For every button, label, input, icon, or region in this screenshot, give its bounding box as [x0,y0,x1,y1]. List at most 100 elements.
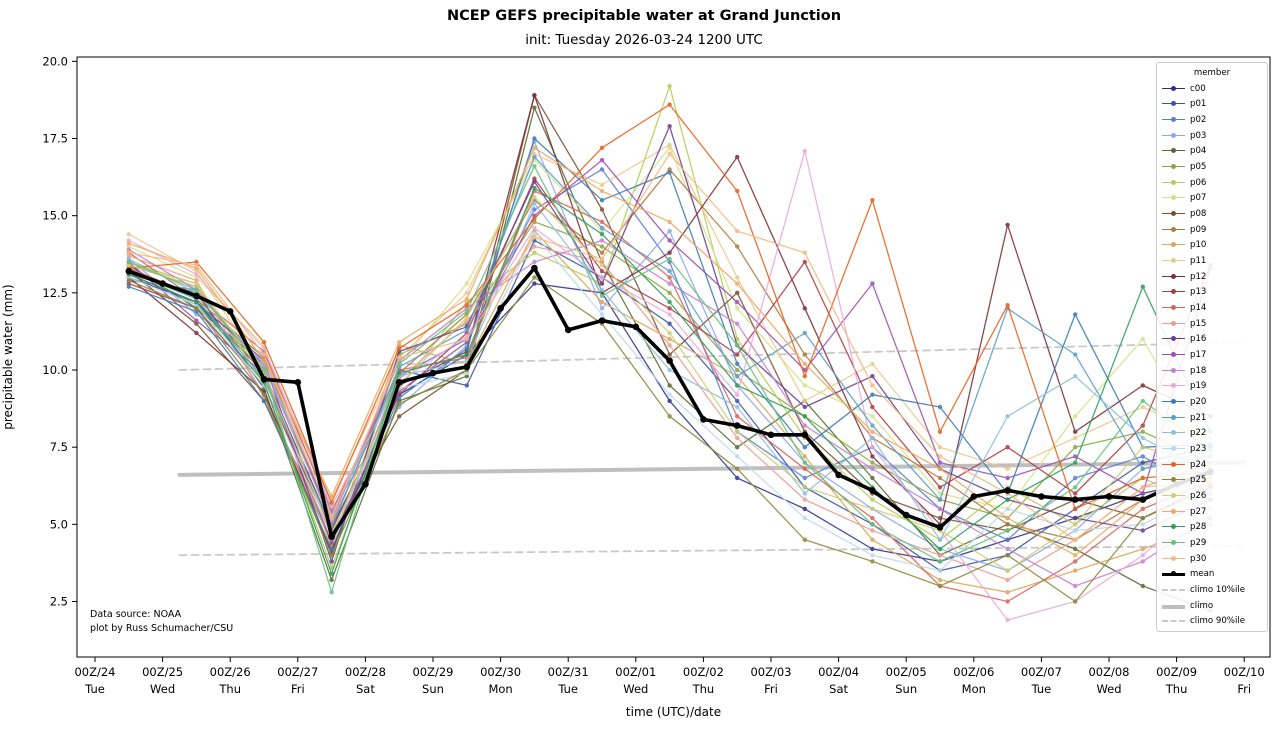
svg-text:7.5: 7.5 [50,440,68,454]
svg-text:00Z/28: 00Z/28 [345,665,386,679]
legend-entry-p14: p14 [1162,300,1262,316]
axes-frame [76,56,1271,658]
svg-text:Mon: Mon [962,682,986,696]
member-line-p07 [126,145,1213,552]
legend-entry-p10: p10 [1162,237,1262,253]
legend-entry-p02: p02 [1162,112,1262,128]
legend-line-sample [1162,241,1185,249]
legend-entry-climo: climo [1162,598,1262,614]
legend-line-sample [1162,429,1185,437]
member-line-p17 [126,157,1213,545]
legend-entry-label: p14 [1190,302,1207,313]
member-line-p30 [126,151,1213,542]
y-ticks: 2.5 5.0 7.5 10.0 12.5 15.0 17.5 20.0 [42,54,77,608]
svg-text:Fri: Fri [1237,682,1251,696]
legend-line-sample [1162,508,1185,516]
legend-line-sample [1162,445,1185,453]
svg-text:Sat: Sat [356,682,375,696]
source-note-line1: Data source: NOAA [90,609,182,620]
svg-text:Tue: Tue [557,682,578,696]
source-note: Data source: NOAA plot by Russ Schumache… [90,608,233,636]
legend-entry-label: p01 [1190,99,1207,110]
legend-entry-p19: p19 [1162,378,1262,394]
legend-line-sample [1162,116,1185,124]
svg-text:00Z/01: 00Z/01 [615,665,656,679]
svg-text:00Z/08: 00Z/08 [1088,665,1129,679]
legend-entry-p17: p17 [1162,347,1262,363]
svg-text:Sun: Sun [422,682,444,696]
svg-text:Thu: Thu [1165,682,1188,696]
legend-entry-p06: p06 [1162,175,1262,191]
legend-line-sample [1162,273,1185,281]
svg-text:Tue: Tue [1031,682,1052,696]
legend-line-sample [1162,147,1185,155]
legend-line-sample [1162,398,1185,406]
legend-entry-label: p02 [1190,114,1207,125]
legend-line-sample [1162,335,1185,343]
legend-line-sample [1162,414,1185,422]
legend-entry-label: p18 [1190,365,1207,376]
legend-entry-label: p24 [1190,459,1207,470]
legend-line-sample [1162,85,1185,93]
legend-entry-mean: mean [1162,567,1262,583]
legend-title: member [1193,67,1231,78]
legend-entry-c00: c00 [1162,81,1262,97]
member-line-p25 [126,275,1213,604]
member-line-p27 [126,145,1213,558]
legend-entry-p01: p01 [1162,96,1262,112]
legend-entry-p24: p24 [1162,457,1262,473]
svg-text:20.0: 20.0 [42,54,68,68]
legend-entry-label: p21 [1190,412,1207,423]
legend-entry-p22: p22 [1162,425,1262,441]
legend-entry-climo-90-ile: climo 90%ile [1162,614,1262,630]
legend-entry-label: p16 [1190,334,1207,345]
svg-text:00Z/05: 00Z/05 [886,665,927,679]
legend-line-sample [1162,226,1185,234]
legend-line-sample [1162,367,1185,375]
legend-entry-label: p23 [1190,443,1207,454]
legend-entry-label: p19 [1190,381,1207,392]
legend-line-sample [1162,351,1185,359]
legend-line-sample [1162,210,1185,218]
legend-entry-label: climo 10%ile [1190,585,1246,595]
legend-line-sample [1162,320,1185,328]
legend-entry-label: p27 [1190,506,1207,517]
svg-text:10.0: 10.0 [42,363,68,377]
legend-entry-label: p06 [1190,177,1207,188]
legend-line-sample [1162,523,1185,531]
svg-text:Wed: Wed [150,682,175,696]
svg-text:Fri: Fri [291,682,305,696]
svg-text:Tue: Tue [84,682,105,696]
svg-text:00Z/02: 00Z/02 [683,665,724,679]
legend-entry-p09: p09 [1162,222,1262,238]
source-note-line2: plot by Russ Schumacher/CSU [90,622,234,634]
legend-entry-p21: p21 [1162,410,1262,426]
legend-entry-label: climo [1190,600,1214,611]
legend-entry-label: p12 [1190,271,1207,282]
svg-text:Thu: Thu [692,682,715,696]
legend-entry-label: p29 [1190,537,1207,548]
legend-line-sample [1162,586,1185,594]
y-axis-label: precipitable water (mm) [1,284,15,430]
legend-line-sample [1162,257,1185,265]
chart-title: NCEP GEFS precipitable water at Grand Ju… [446,8,842,24]
svg-text:Wed: Wed [623,682,648,696]
member-line-p18 [126,238,1213,589]
member-line-p29 [126,164,1213,595]
svg-text:00Z/24: 00Z/24 [74,665,115,679]
legend-entry-p18: p18 [1162,363,1262,379]
svg-text:17.5: 17.5 [42,132,68,146]
svg-text:Sat: Sat [829,682,848,696]
legend-line-sample [1162,570,1185,578]
svg-text:00Z/31: 00Z/31 [548,665,589,679]
legend-line-sample [1162,382,1185,390]
svg-text:00Z/30: 00Z/30 [480,665,521,679]
legend-line-sample [1162,100,1185,108]
legend-entry-label: p28 [1190,522,1207,533]
legend-line-sample [1162,476,1185,484]
legend-line-sample [1162,163,1185,171]
legend-entry-label: climo 90%ile [1190,616,1246,627]
legend-entry-label: p09 [1190,224,1207,235]
series-group [125,83,1247,623]
